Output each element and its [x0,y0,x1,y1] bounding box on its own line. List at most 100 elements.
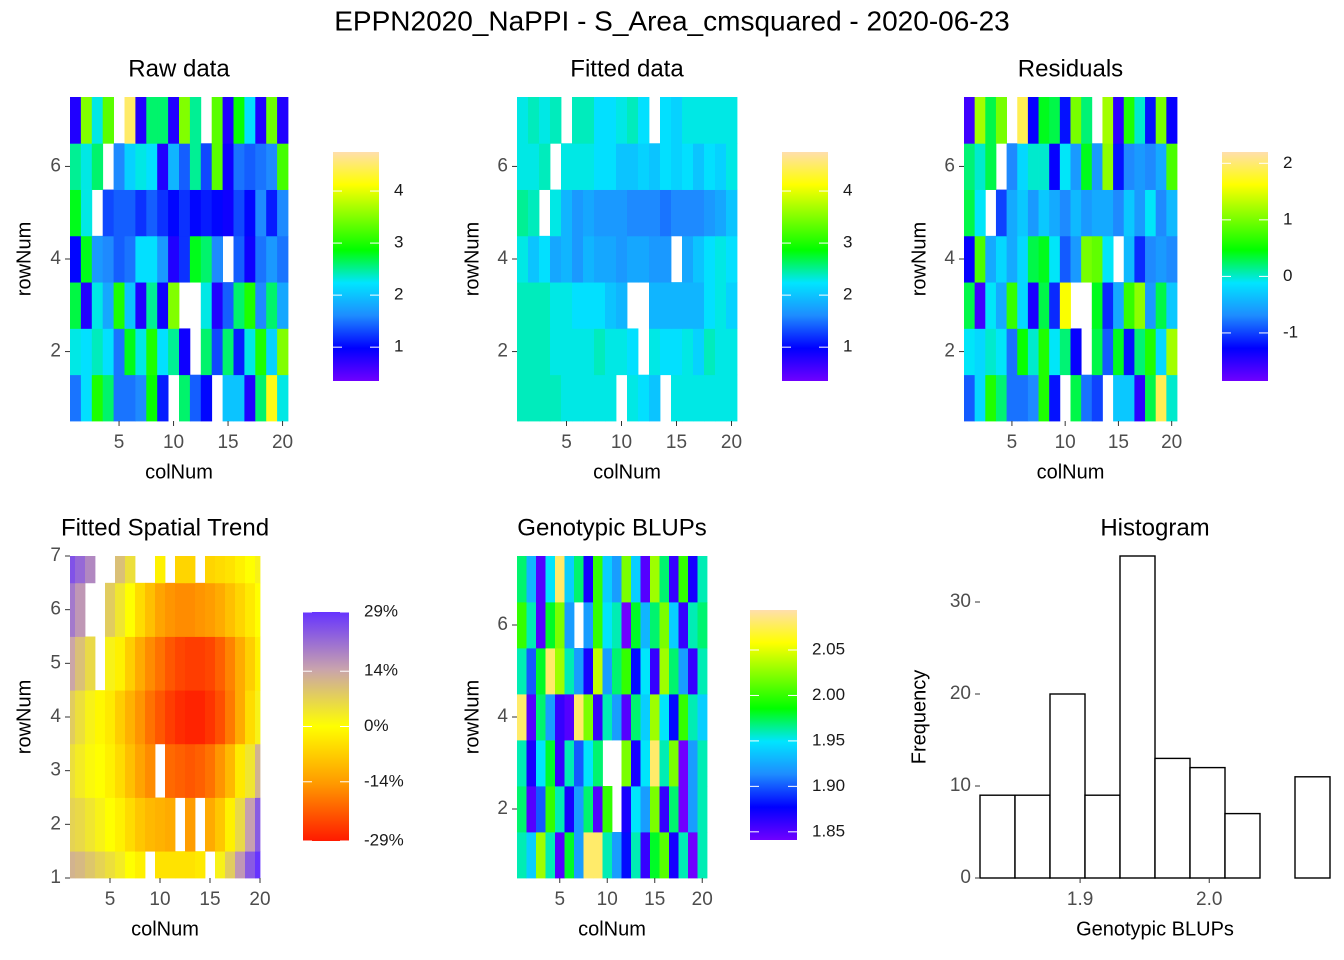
x-tick-label: 20 [692,889,713,910]
heatmap-cell [602,694,613,741]
heatmap-cell [627,143,639,190]
heatmap-cell [85,797,96,852]
heatmap-cell [185,636,196,691]
heatmap-cell [526,556,537,603]
heatmap-cell [555,694,565,741]
heatmap-cell [1123,235,1135,283]
heatmap-cell [659,832,670,879]
heatmap-cell [245,743,256,798]
y-tick-label: 20 [950,683,971,704]
heatmap-cell [561,282,573,329]
heatmap-cell [1027,282,1039,329]
heatmap-cell [1070,97,1082,144]
heatmap-cell [155,636,166,691]
heatmap-cell [659,694,670,741]
heatmap-cell [704,189,716,237]
heatmap-cell [185,797,196,852]
heatmap-cell [526,740,537,787]
heatmap-cell [255,797,261,852]
heatmap-cell [638,235,650,283]
heatmap-cell [113,282,125,329]
heatmap-cell [225,636,236,691]
heatmap-cell [550,97,562,144]
heatmap-cell [125,851,136,879]
heatmap-cell [233,235,245,283]
heatmap-cell [179,189,191,237]
colorbar-label: 4 [843,181,852,200]
heatmap-cell [517,786,527,833]
heatmap-cell [215,582,226,637]
heatmap-cell [266,282,278,329]
heatmap-cell [115,582,126,637]
heatmap-cell [715,97,727,144]
heatmap-cell [179,328,191,376]
heatmap-cell [649,235,661,283]
heatmap-cell [235,743,246,798]
heatmap-cell [157,189,169,237]
heatmap-cell [1006,189,1018,237]
heatmap-cell [594,235,606,283]
heatmap-cell [517,648,527,695]
heatmap-cell [682,143,694,190]
heatmap-cell [539,143,551,190]
heatmap-cell [1059,282,1071,329]
heatmap-cell [539,282,551,329]
heatmap-cell [631,556,641,603]
x-tick-label: 1.9 [1067,889,1093,910]
heatmap-cell [277,374,289,422]
heatmap-cell [205,690,216,745]
heatmap-cell [536,694,546,741]
heatmap-cell [85,743,96,798]
heatmap-cell [583,556,594,603]
heatmap-cell [693,282,705,329]
heatmap-cell [985,143,997,190]
heatmap-cell [682,328,694,376]
heatmap-cell [1134,143,1146,190]
x-tick-label: 10 [1055,432,1076,453]
heatmap-cell [659,648,670,695]
x-tick-label: 5 [561,432,572,453]
heatmap-cell [102,235,114,283]
heatmap-cell [1027,143,1039,190]
heatmap-cell [985,97,997,144]
heatmap-cell [693,143,705,190]
heatmap-cell [964,282,976,329]
heatmap-cell [185,556,196,584]
heatmap-cell [155,797,166,852]
heatmap-cell [631,694,641,741]
heatmap-cell [536,832,546,879]
heatmap-cell [545,602,556,649]
heatmap-cell [561,235,573,283]
heatmap-cell [564,648,575,695]
heatmap-cell [640,832,651,879]
heatmap-cell [115,690,126,745]
heatmap-cell [964,328,976,376]
heatmap-cell [638,374,650,422]
heatmap-cell [631,602,641,649]
heatmap-cell [146,328,158,376]
heatmap-cell [561,374,573,422]
heatmap-cell [70,556,76,584]
heatmap-cell [1070,328,1082,376]
heatmap-cell [179,374,191,422]
heatmap-cell [517,97,529,144]
heatmap-cell [105,797,116,852]
heatmap-cell [704,143,716,190]
heatmap-cell [255,582,261,637]
y-axis-title: rowNum [13,680,35,754]
heatmap-cell [550,235,562,283]
heatmap-cell [627,189,639,237]
heatmap-cell [583,143,595,190]
heatmap-cell [266,235,278,283]
heatmap-cell [85,851,96,879]
colorbar-label: 1.85 [812,821,845,840]
heatmap-cell [235,556,246,584]
colorbar [750,610,797,840]
heatmap-cell [550,374,562,422]
y-tick-label: 4 [944,248,955,269]
heatmap-cell [155,582,166,637]
heatmap-cell [517,282,529,329]
heatmap-cell [195,636,206,691]
heatmap-cell [638,143,650,190]
heatmap-cell [205,582,216,637]
